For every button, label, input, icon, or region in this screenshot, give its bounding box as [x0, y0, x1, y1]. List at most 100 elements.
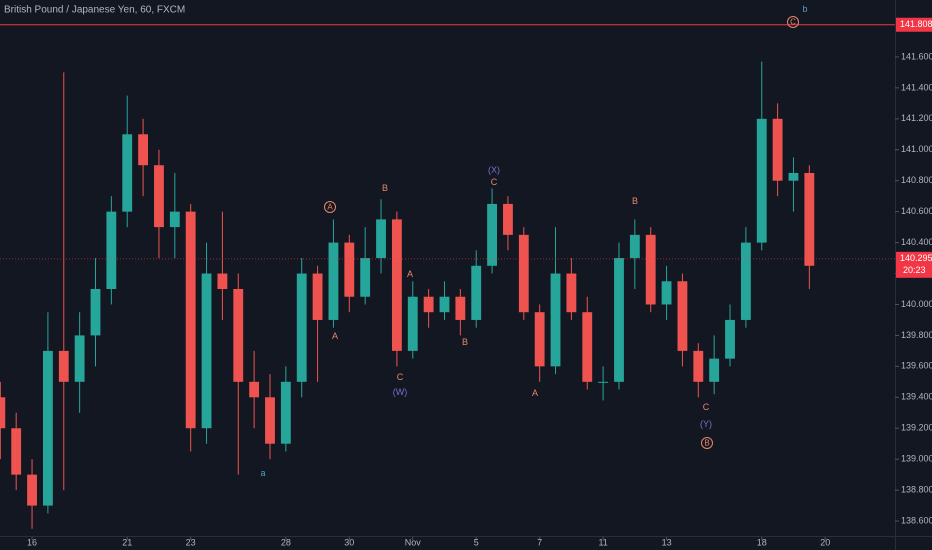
- candle-body: [661, 281, 672, 305]
- y-tick-label: 141.400: [901, 82, 932, 92]
- wave-label: B: [462, 337, 468, 347]
- candle-body: [423, 296, 434, 313]
- wave-label: A: [327, 203, 333, 212]
- y-tick-label: 141.600: [901, 51, 932, 61]
- candle-body: [106, 211, 117, 289]
- y-tick-label: 139.000: [901, 454, 932, 464]
- x-tick-label: 23: [186, 537, 196, 547]
- wave-label: A: [532, 388, 538, 398]
- x-tick-label: 7: [537, 537, 542, 547]
- candle-body: [360, 258, 371, 297]
- candle-body: [249, 381, 260, 398]
- candle-body: [487, 203, 497, 266]
- wave-label: C: [703, 402, 710, 412]
- candle-body: [42, 350, 53, 506]
- candle-body: [772, 118, 783, 181]
- x-tick-label: 5: [474, 537, 479, 547]
- candle-body: [740, 242, 751, 320]
- wave-label: A: [332, 331, 338, 341]
- candle-body: [693, 350, 704, 382]
- candle-body: [185, 211, 196, 429]
- y-tick-label: 139.800: [901, 330, 932, 340]
- candle-body: [391, 219, 402, 351]
- candle-body: [566, 273, 577, 313]
- candle-body: [58, 350, 69, 382]
- candle-body: [27, 474, 37, 506]
- candle-body: [534, 312, 545, 367]
- candle-body: [344, 242, 355, 297]
- candle-body: [376, 219, 386, 259]
- candle-body: [169, 211, 180, 228]
- wave-circle: [787, 16, 799, 28]
- x-tick-label: Nov: [405, 537, 422, 547]
- chart-title: British Pound / Japanese Yen, 60, FXCM: [4, 5, 185, 16]
- candle-body: [725, 319, 735, 359]
- candle-body: [138, 134, 149, 166]
- candle-body: [74, 335, 85, 382]
- wave-label: (X): [488, 165, 500, 175]
- candle-body: [328, 242, 339, 320]
- candle-body: [280, 381, 291, 444]
- countdown-label: 20:23: [903, 265, 926, 275]
- x-tick-label: 16: [27, 537, 37, 547]
- y-tick-label: 140.600: [901, 206, 932, 216]
- candle-body: [503, 203, 513, 235]
- x-tick-label: 18: [757, 537, 767, 547]
- wave-label: C: [790, 18, 796, 27]
- y-tick-label: 141.000: [901, 144, 932, 154]
- y-tick-label: 140.400: [901, 237, 932, 247]
- wave-circle: [324, 201, 336, 213]
- candle-body: [756, 118, 767, 243]
- wave-label: (W): [393, 387, 408, 397]
- wave-label: B: [704, 439, 709, 448]
- x-tick-label: 13: [662, 537, 672, 547]
- candle-body: [0, 397, 6, 429]
- horizontal-line-label: 141.808: [900, 19, 932, 29]
- wave-label: a: [260, 468, 265, 478]
- y-tick-label: 138.800: [901, 484, 932, 494]
- horizontal-line-label-box: [896, 17, 932, 32]
- candle-body: [677, 281, 688, 351]
- last-price-box: [896, 251, 932, 278]
- candle-body: [90, 288, 101, 336]
- x-tick-label: 20: [820, 537, 830, 547]
- wave-label: C: [397, 372, 404, 382]
- candle-body: [296, 273, 307, 382]
- y-tick-label: 140.000: [901, 299, 932, 309]
- candle-body: [629, 234, 640, 259]
- candle-body: [154, 165, 164, 228]
- x-tick-label: 28: [281, 537, 291, 547]
- x-tick-label: 30: [344, 537, 354, 547]
- candle-body: [439, 296, 450, 313]
- wave-label: C: [491, 177, 498, 187]
- candle-body: [407, 296, 418, 351]
- candle-body: [233, 288, 244, 382]
- candle-body: [709, 358, 720, 382]
- wave-circle: [701, 437, 713, 449]
- x-tick-label: 11: [598, 537, 607, 547]
- candle-body: [598, 381, 609, 383]
- x-tick-label: 21: [122, 537, 132, 547]
- wave-label: (Y): [700, 419, 712, 429]
- wave-label: b: [802, 4, 807, 14]
- candle-body: [614, 258, 624, 382]
- y-tick-label: 141.200: [901, 113, 932, 123]
- candle-body: [550, 273, 561, 367]
- candle-body: [122, 134, 133, 212]
- y-tick-label: 139.400: [901, 392, 932, 402]
- y-tick-label: 139.200: [901, 423, 932, 433]
- candle-body: [645, 234, 656, 305]
- candle-body: [312, 273, 323, 320]
- candle-body: [455, 296, 466, 320]
- candle-body: [518, 234, 529, 313]
- candle-body: [11, 428, 22, 475]
- last-price-label: 140.295: [900, 253, 932, 263]
- candle-body: [265, 397, 275, 444]
- candle-body: [217, 273, 228, 289]
- candle-body: [582, 312, 593, 382]
- y-tick-label: 139.600: [901, 361, 932, 371]
- y-tick-label: 140.800: [901, 175, 932, 185]
